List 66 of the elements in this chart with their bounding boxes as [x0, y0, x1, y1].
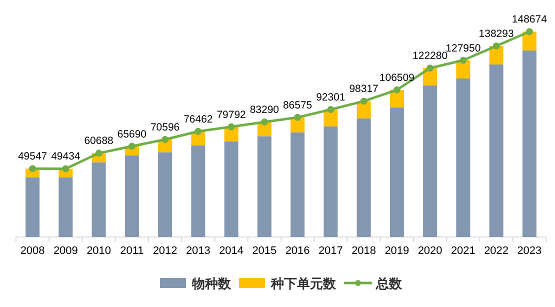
legend-label: 物种数 [191, 276, 232, 291]
x-tick-label: 2018 [352, 245, 376, 257]
point [526, 28, 533, 36]
bar [356, 118, 371, 237]
point [162, 136, 169, 143]
point [128, 142, 136, 150]
point [95, 150, 102, 157]
x-tick-label: 2015 [252, 245, 277, 257]
data-label: 83290 [250, 104, 280, 116]
point [62, 165, 70, 172]
point [393, 86, 400, 94]
data-label: 98317 [349, 83, 379, 96]
x-tick-label: 2020 [418, 245, 442, 257]
bar [456, 78, 470, 237]
bar [489, 64, 504, 237]
x-tick-label: 2009 [53, 245, 78, 257]
bar [158, 152, 172, 237]
data-label: 49547 [18, 150, 48, 163]
point [194, 128, 202, 135]
x-tick-label: 2012 [152, 245, 178, 257]
legend-label: 总数 [375, 276, 403, 291]
data-label: 122280 [412, 50, 448, 62]
data-label: 106509 [379, 72, 415, 84]
point [327, 106, 334, 114]
x-tick-label: 2016 [285, 245, 310, 257]
point [260, 118, 268, 126]
point [426, 64, 434, 72]
data-label: 70596 [150, 121, 180, 134]
data-label: 138293 [478, 28, 514, 40]
legend-label: 种下单元数 [270, 276, 337, 291]
x-tick-label: 2008 [20, 245, 45, 257]
bar [26, 177, 40, 237]
bar [224, 141, 238, 237]
data-label: 76462 [184, 113, 213, 126]
data-label: 79792 [216, 108, 246, 121]
point [460, 56, 467, 64]
x-tick-label: 2019 [384, 245, 410, 257]
x-tick-label: 2010 [86, 245, 112, 257]
bar [423, 85, 438, 237]
data-label: 60688 [84, 135, 114, 148]
data-label: 92301 [316, 92, 346, 104]
bar [124, 155, 139, 237]
x-tick-label: 2023 [517, 245, 542, 257]
point [492, 42, 500, 50]
bar [324, 126, 338, 237]
data-label: 86575 [282, 99, 312, 112]
x-tick-label: 2014 [219, 245, 244, 257]
x-tick-label: 2021 [450, 245, 476, 257]
bar [290, 132, 305, 237]
bar [58, 177, 73, 237]
bar [522, 50, 536, 237]
bar [191, 145, 206, 237]
point [228, 123, 235, 130]
bar [390, 107, 404, 237]
x-tick-label: 2011 [120, 245, 144, 257]
bar [92, 162, 106, 237]
point [294, 114, 302, 121]
data-label: 65690 [117, 128, 147, 140]
point [29, 165, 36, 172]
data-label: 49434 [51, 150, 80, 163]
data-label: 148674 [512, 14, 548, 26]
point [360, 98, 368, 105]
x-tick-label: 2013 [186, 245, 210, 257]
x-tick-label: 2022 [484, 245, 509, 257]
bar [257, 136, 272, 237]
x-tick-label: 2017 [318, 245, 343, 257]
